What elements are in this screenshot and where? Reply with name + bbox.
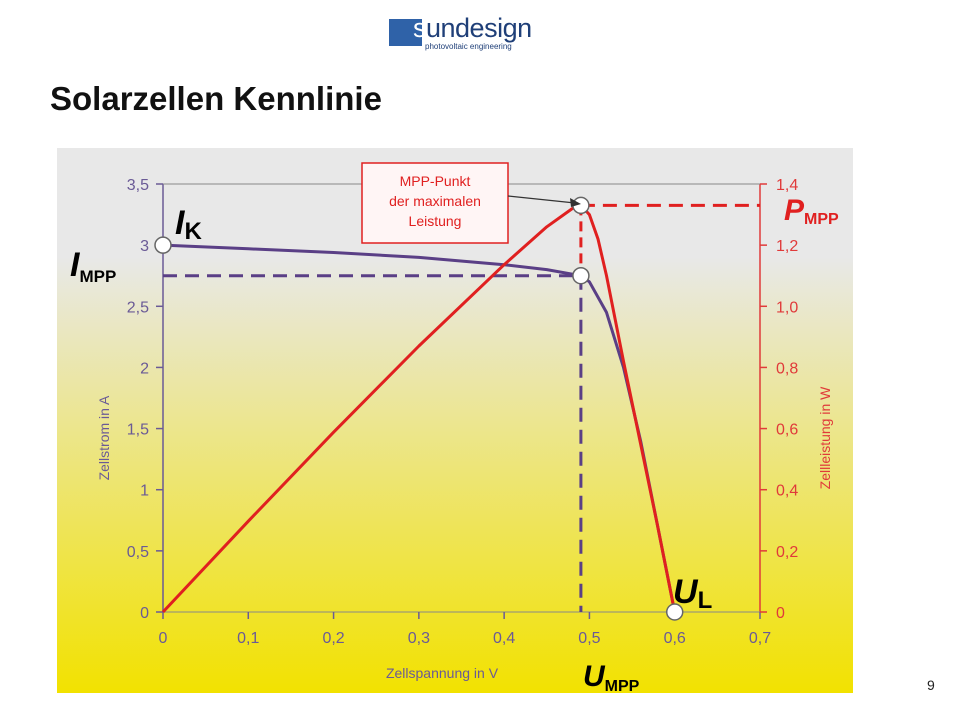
y2-tick-label: 0,6 — [776, 422, 798, 439]
impp-main: I — [70, 246, 81, 284]
y-tick-label: 2 — [140, 360, 149, 377]
callout-box — [361, 162, 509, 244]
markers-layer — [154, 196, 684, 621]
chart-container: 0 0,1 0,2 0,3 0,4 0,5 0,6 0,7 0 0,5 1 1,5 2 2,5 3 3,5 0 0… — [57, 148, 853, 693]
x-tick-label: 0,3 — [408, 630, 430, 647]
y-tick-label: 3,5 — [127, 177, 149, 194]
ul-point — [665, 603, 684, 621]
y-tick-label: 1,5 — [127, 422, 149, 439]
mpp-current-point — [572, 266, 590, 285]
x-tick-label: 0 — [159, 630, 168, 647]
ik-point — [154, 236, 172, 254]
ticks-layer: 0 0,1 0,2 0,3 0,4 0,5 0,6 0,7 0 0,5 1 1,5 2 2,5 3 3,5 0 0… — [127, 177, 799, 647]
umpp-main: U — [583, 660, 606, 693]
y-tick-label: 3 — [140, 238, 149, 255]
y2-tick-label: 1,0 — [776, 299, 798, 316]
y2-tick-label: 1,2 — [776, 238, 798, 255]
x-tick-label: 0,7 — [749, 630, 771, 647]
callout-line-3: Leistung — [409, 213, 462, 229]
callout-line-2: der maximalen — [389, 193, 481, 209]
logo-word: sundesign — [413, 13, 532, 44]
ik-label: IK — [175, 204, 202, 245]
x-tick-label: 0,5 — [578, 630, 600, 647]
guide-lines — [163, 203, 760, 612]
umpp-sub: MPP — [605, 678, 640, 693]
mpp-callout: MPP-Punkt der maximalen Leistung — [361, 162, 581, 244]
page-title: Solarzellen Kennlinie — [50, 80, 382, 117]
y-tick-label: 0 — [140, 605, 149, 622]
page-number: 9 — [927, 677, 935, 693]
y-axis-title: Zellstrom in A — [96, 395, 112, 480]
logo-tagline: photovoltaic engineering — [425, 42, 512, 51]
pmpp-main: P — [784, 194, 805, 227]
x-tick-label: 0,2 — [322, 630, 344, 647]
callout-line-1: MPP-Punkt — [400, 173, 471, 189]
umpp-label: UMPP — [583, 660, 640, 693]
logo-letter: s — [413, 13, 427, 43]
x-axis-title: Zellspannung in V — [386, 665, 499, 681]
iv-chart: 0 0,1 0,2 0,3 0,4 0,5 0,6 0,7 0 0,5 1 1,5 2 2,5 3 3,5 0 0… — [57, 148, 853, 693]
callout-arrowhead — [570, 198, 581, 207]
y2-tick-label: 0,4 — [776, 483, 798, 500]
impp-label: IMPP — [70, 246, 116, 286]
ul-main: U — [673, 573, 699, 611]
y-tick-label: 2,5 — [127, 299, 149, 316]
x-tick-label: 0,1 — [237, 630, 259, 647]
ik-main: I — [175, 204, 186, 242]
sundesign-logo: sundesign photovoltaic engineering — [389, 13, 532, 52]
logo-wordmark: undesign — [426, 13, 532, 43]
ul-label: UL — [673, 573, 712, 614]
pmpp-label: PMPP — [784, 194, 839, 228]
y2-tick-label: 0,2 — [776, 544, 798, 561]
impp-sub: MPP — [79, 267, 116, 286]
y-tick-label: 0,5 — [127, 544, 149, 561]
y2-tick-label: 1,4 — [776, 177, 798, 194]
pmpp-sub: MPP — [804, 211, 839, 228]
y2-axis-title: Zellleistung in W — [817, 386, 833, 489]
ik-sub: K — [184, 218, 202, 245]
y2-tick-label: 0,8 — [776, 360, 798, 377]
ul-sub: L — [698, 587, 713, 614]
x-tick-label: 0,6 — [664, 630, 686, 647]
logo-box — [389, 19, 422, 46]
x-tick-label: 0,4 — [493, 630, 515, 647]
callout-arrow-line — [507, 195, 576, 204]
y2-tick-label: 0 — [776, 605, 785, 622]
y-tick-label: 1 — [140, 483, 149, 500]
